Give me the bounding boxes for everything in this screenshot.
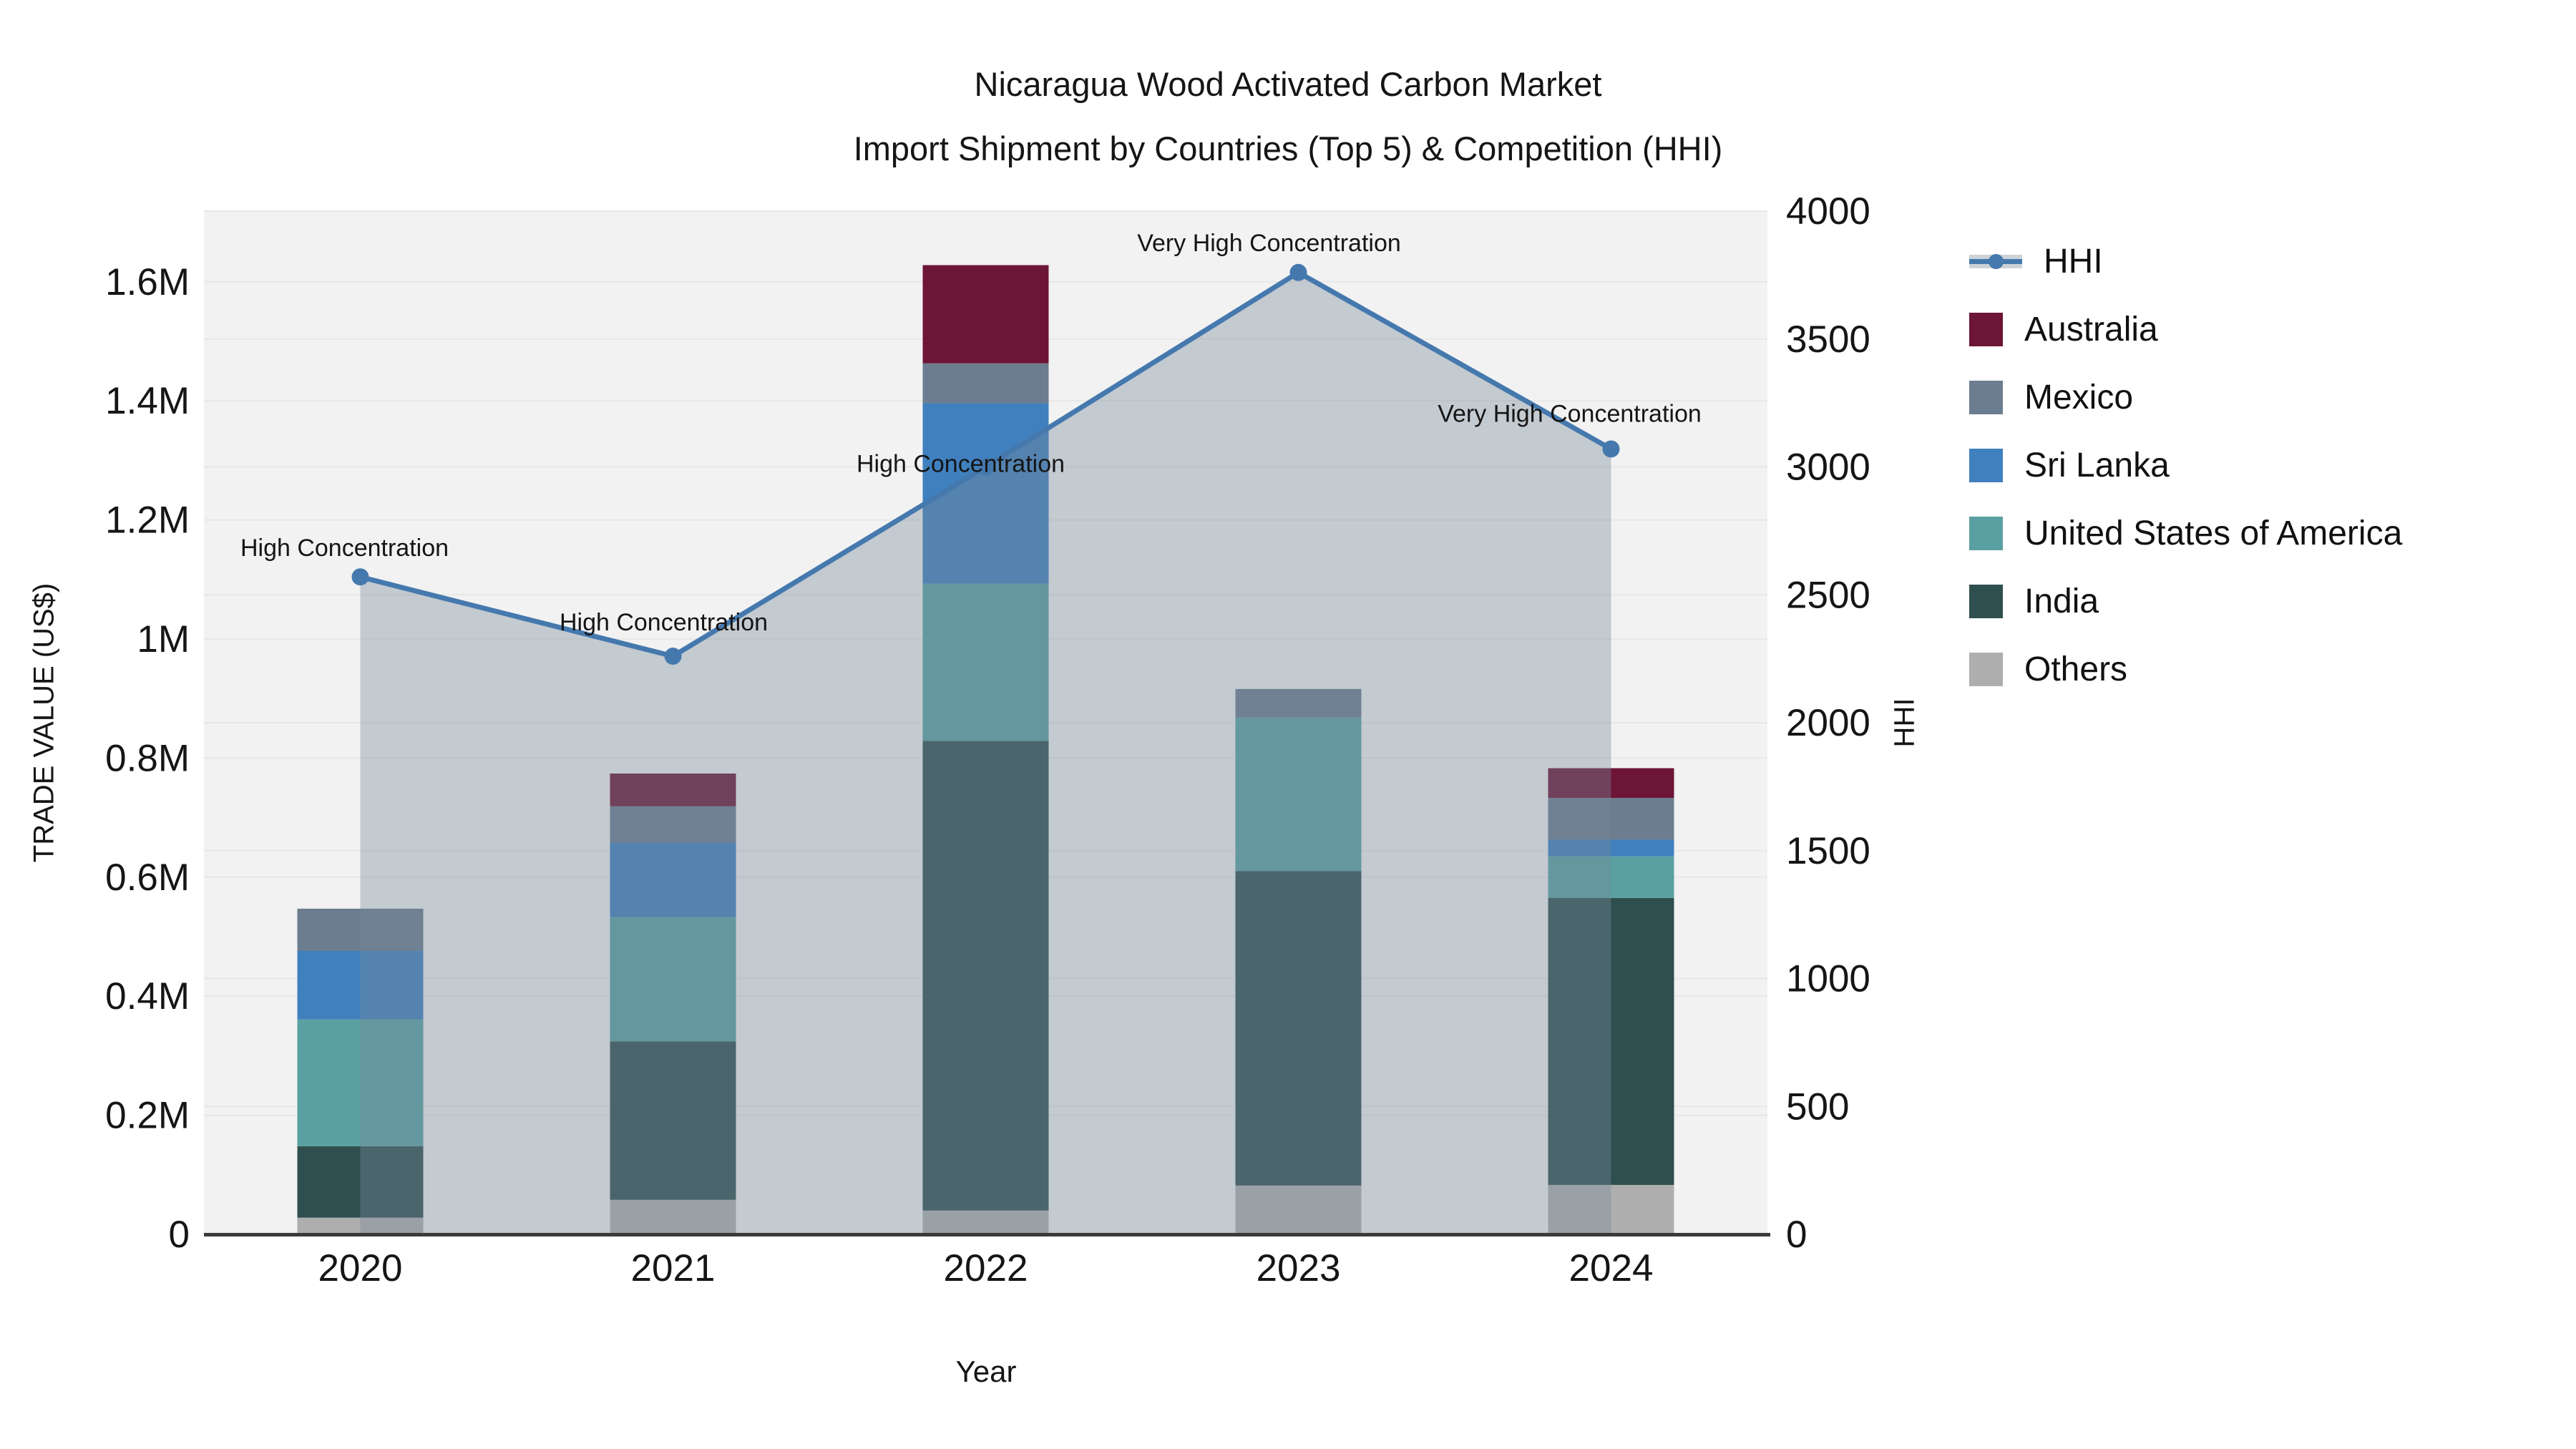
x-tick-label-2020: 2020 xyxy=(318,1247,403,1289)
y-tick-label-right-0: 0 xyxy=(1786,1214,1807,1256)
hhi-marker-2024 xyxy=(1602,440,1620,458)
y-tick-label-right-3500: 3500 xyxy=(1786,318,1870,361)
y-tick-label-right-1000: 1000 xyxy=(1786,958,1870,1000)
chart-title-line-2: Import Shipment by Countries (Top 5) & C… xyxy=(853,130,1723,167)
bar-segment-sri-lanka-2020 xyxy=(297,950,424,1020)
bar-segment-india-2022 xyxy=(922,741,1049,1211)
y-tick-label-left-0: 0 xyxy=(169,1214,190,1256)
y-tick-label-left-0.6M: 0.6M xyxy=(105,857,190,899)
hhi-marker-2023 xyxy=(1289,263,1307,281)
bar-segment-india-2020 xyxy=(297,1146,424,1218)
bar-segment-united-states-of-america-2024 xyxy=(1548,856,1674,898)
legend-label: Australia xyxy=(2024,311,2158,348)
bar-segment-others-2021 xyxy=(610,1199,736,1234)
y-tick-label-right-4000: 4000 xyxy=(1786,190,1870,233)
bar-segment-mexico-2023 xyxy=(1235,688,1362,718)
legend-label: United States of America xyxy=(2024,514,2403,552)
annotation-2022: High Concentration xyxy=(857,451,1065,478)
bar-segment-united-states-of-america-2020 xyxy=(297,1019,424,1146)
y-tick-label-left-1.4M: 1.4M xyxy=(105,380,190,422)
bar-segment-others-2022 xyxy=(922,1210,1049,1234)
hhi-area-fill xyxy=(360,272,1611,1234)
x-tick-label-2024: 2024 xyxy=(1569,1247,1654,1289)
x-tick-label-2022: 2022 xyxy=(944,1247,1028,1289)
legend-label: Others xyxy=(2024,650,2128,688)
legend-swatch xyxy=(1969,517,2003,550)
bar-segment-australia-2024 xyxy=(1548,768,1674,799)
annotation-2024: Very High Concentration xyxy=(1438,400,1702,427)
chart-title-line-1: Nicaragua Wood Activated Carbon Market xyxy=(974,65,1602,103)
bar-segment-others-2023 xyxy=(1235,1185,1362,1234)
y-tick-label-left-1.6M: 1.6M xyxy=(105,261,190,303)
bar-segment-australia-2022 xyxy=(922,265,1049,364)
hhi-marker-2020 xyxy=(351,568,369,586)
legend-swatch-hhi-line xyxy=(1969,245,2022,278)
bar-segment-india-2023 xyxy=(1235,871,1362,1186)
x-tick-label-2021: 2021 xyxy=(631,1247,716,1289)
annotation-2021: High Concentration xyxy=(560,609,768,636)
bar-segment-mexico-2021 xyxy=(610,806,736,843)
y-tick-label-right-3000: 3000 xyxy=(1786,447,1870,489)
y-axis-label-right: HHI xyxy=(1888,698,1921,748)
legend-swatch xyxy=(1969,449,2003,482)
bar-segment-mexico-2024 xyxy=(1548,798,1674,840)
y-tick-label-right-2000: 2000 xyxy=(1786,702,1870,744)
legend-label: HHI xyxy=(2044,243,2103,280)
legend-item-india: India xyxy=(1969,567,2402,635)
y-tick-label-left-1M: 1M xyxy=(137,618,190,660)
annotation-2020: High Concentration xyxy=(240,535,449,562)
bar-segment-australia-2021 xyxy=(610,774,736,806)
bar-segment-mexico-2022 xyxy=(922,363,1049,404)
y-tick-label-left-0.4M: 0.4M xyxy=(105,975,190,1018)
legend-swatch xyxy=(1969,381,2003,414)
bar-segment-united-states-of-america-2021 xyxy=(610,917,736,1042)
legend-line-dot xyxy=(1989,254,2004,269)
annotation-2023: Very High Concentration xyxy=(1137,230,1401,257)
y-tick-label-left-0.2M: 0.2M xyxy=(105,1095,190,1137)
bar-segment-united-states-of-america-2022 xyxy=(922,583,1049,741)
bar-segment-mexico-2020 xyxy=(297,908,424,951)
legend-swatch xyxy=(1969,653,2003,686)
legend-item-australia: Australia xyxy=(1969,296,2402,364)
bar-segment-india-2024 xyxy=(1548,897,1674,1185)
hhi-marker-2021 xyxy=(664,648,682,665)
bar-segment-sri-lanka-2021 xyxy=(610,842,736,917)
legend-swatch xyxy=(1969,313,2003,346)
legend-label: Sri Lanka xyxy=(2024,447,2170,484)
legend-item-mexico: Mexico xyxy=(1969,364,2402,431)
y-tick-label-right-2500: 2500 xyxy=(1786,574,1870,616)
bar-segment-india-2021 xyxy=(610,1041,736,1200)
hhi-marker-2022 xyxy=(977,458,995,476)
y-tick-label-left-0.8M: 0.8M xyxy=(105,737,190,779)
y-tick-label-right-500: 500 xyxy=(1786,1085,1849,1128)
bar-segment-others-2020 xyxy=(297,1217,424,1234)
y-tick-label-right-1500: 1500 xyxy=(1786,830,1870,872)
bar-segment-sri-lanka-2024 xyxy=(1548,839,1674,857)
x-axis-label: Year xyxy=(955,1355,1017,1388)
bar-segment-united-states-of-america-2023 xyxy=(1235,717,1362,872)
y-axis-label-left: TRADE VALUE (US$) xyxy=(28,582,60,863)
x-axis-line xyxy=(204,1233,1770,1236)
legend-item-hhi: HHI xyxy=(1969,228,2402,296)
legend-label: India xyxy=(2024,582,2099,620)
legend-item-sri-lanka: Sri Lanka xyxy=(1969,431,2402,499)
legend-item-others: Others xyxy=(1969,635,2402,703)
legend-item-united-states-of-america: United States of America xyxy=(1969,499,2402,567)
legend: HHI Australia Mexico Sri Lanka United States… xyxy=(1969,228,2402,703)
x-tick-label-2023: 2023 xyxy=(1257,1247,1341,1289)
legend-swatch xyxy=(1969,585,2003,618)
bar-segment-others-2024 xyxy=(1548,1184,1674,1234)
y-tick-label-left-1.2M: 1.2M xyxy=(105,499,190,542)
legend-label: Mexico xyxy=(2024,379,2134,416)
